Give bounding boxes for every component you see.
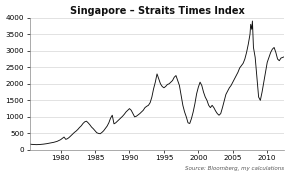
Title: Singapore – Straits Times Index: Singapore – Straits Times Index xyxy=(70,6,244,15)
Text: Source: Bloomberg, my calculations: Source: Bloomberg, my calculations xyxy=(185,166,284,171)
